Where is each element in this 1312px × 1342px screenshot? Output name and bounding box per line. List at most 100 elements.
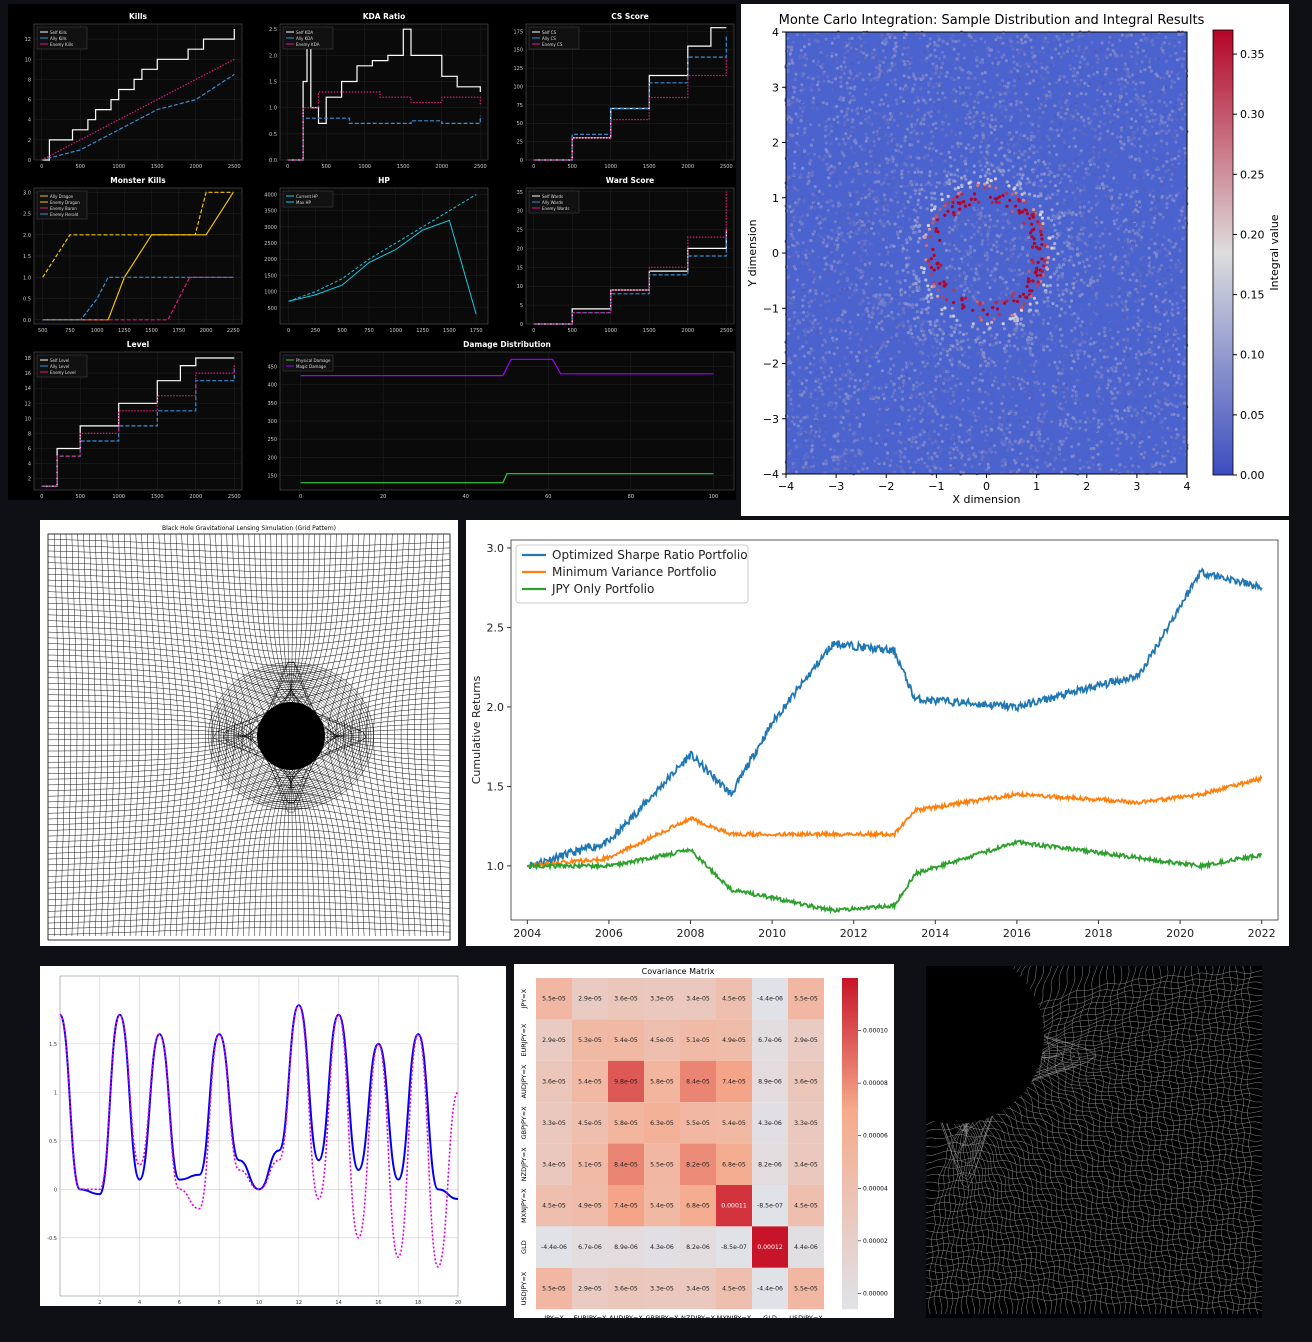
sample-point — [884, 245, 889, 249]
sample-point — [1065, 90, 1069, 94]
sample-point — [1148, 429, 1153, 433]
sample-point — [928, 37, 932, 41]
sample-point — [1032, 135, 1036, 139]
sample-point — [791, 184, 795, 188]
sample-point — [825, 149, 829, 153]
sample-point — [1069, 255, 1073, 259]
sample-point — [859, 259, 863, 263]
sample-point — [840, 455, 844, 459]
sample-point — [1076, 289, 1080, 293]
sample-point — [989, 416, 993, 420]
sample-point — [1030, 468, 1034, 472]
sample-point — [912, 417, 916, 421]
sample-point — [1117, 287, 1121, 291]
sample-point — [1075, 320, 1079, 324]
sample-point — [897, 236, 901, 240]
sample-point — [943, 204, 947, 208]
sample-point — [1062, 424, 1066, 428]
sample-point — [848, 467, 853, 471]
sample-point — [889, 264, 893, 268]
sample-point — [1051, 235, 1055, 239]
sample-point — [911, 282, 915, 286]
sample-point — [851, 178, 855, 182]
sample-point — [1125, 338, 1129, 342]
sample-point — [1080, 320, 1084, 324]
sample-point — [1024, 408, 1028, 412]
sample-point — [1061, 292, 1065, 296]
sample-point — [954, 247, 958, 251]
sample-point — [1034, 125, 1039, 129]
sample-point — [1146, 350, 1150, 354]
sample-point — [1015, 273, 1019, 277]
sample-point — [1068, 305, 1072, 309]
sample-point — [840, 209, 844, 213]
sample-point — [1155, 461, 1159, 465]
sample-point — [926, 422, 930, 426]
sample-point — [926, 259, 930, 263]
sample-point — [808, 173, 812, 177]
sample-point — [801, 318, 805, 322]
sample-point — [827, 133, 831, 137]
sample-point — [863, 407, 867, 411]
sample-point — [811, 320, 815, 324]
sample-point — [949, 446, 953, 450]
sample-point — [1036, 280, 1040, 284]
sample-point — [1032, 237, 1036, 241]
sample-point — [1087, 377, 1091, 381]
sample-point — [1002, 432, 1006, 436]
sample-point — [999, 146, 1003, 150]
sample-point — [1179, 269, 1183, 273]
sample-point — [1074, 158, 1078, 162]
sample-point — [1136, 338, 1140, 342]
sample-point — [916, 319, 921, 323]
sample-point — [1130, 55, 1134, 59]
sample-point — [1032, 151, 1036, 155]
sample-point — [908, 335, 912, 340]
legend-box — [36, 26, 88, 50]
sample-point — [892, 382, 896, 386]
sample-point — [851, 373, 855, 377]
sample-point — [817, 370, 821, 374]
sample-point — [1183, 401, 1187, 405]
sample-point — [940, 81, 944, 86]
sample-point — [1089, 447, 1093, 451]
sample-point — [1170, 365, 1174, 370]
sample-point — [851, 197, 855, 201]
sample-point — [1094, 424, 1098, 428]
sample-point — [1108, 418, 1112, 422]
sample-point — [830, 319, 834, 323]
sample-point — [795, 33, 800, 37]
sample-point — [846, 371, 850, 375]
sample-point — [1055, 366, 1060, 370]
sample-point — [1135, 424, 1139, 428]
sample-point — [795, 132, 800, 136]
sample-point — [1020, 328, 1024, 332]
sample-point — [1069, 104, 1073, 108]
sample-point — [1005, 180, 1009, 184]
sample-point — [915, 380, 919, 384]
sample-point — [1101, 232, 1105, 236]
sample-point — [1130, 142, 1134, 146]
sample-point — [1174, 262, 1178, 266]
sample-point — [922, 267, 926, 271]
sample-point — [1100, 105, 1104, 109]
sample-point — [804, 378, 809, 383]
sample-point — [792, 315, 796, 319]
sample-point — [810, 106, 814, 110]
sample-point — [789, 216, 793, 220]
sample-point — [905, 171, 909, 175]
sample-point — [1056, 283, 1060, 287]
sample-point — [1062, 395, 1066, 399]
sample-point — [991, 383, 995, 387]
sample-point — [970, 446, 974, 450]
sample-point — [833, 377, 837, 382]
sample-point — [1070, 329, 1074, 333]
sample-point — [880, 182, 884, 187]
sample-point — [977, 226, 981, 230]
sample-point — [1137, 333, 1141, 337]
sample-point — [1031, 170, 1035, 174]
sample-point — [815, 238, 819, 242]
sample-point — [865, 309, 869, 313]
sample-point — [893, 355, 897, 359]
